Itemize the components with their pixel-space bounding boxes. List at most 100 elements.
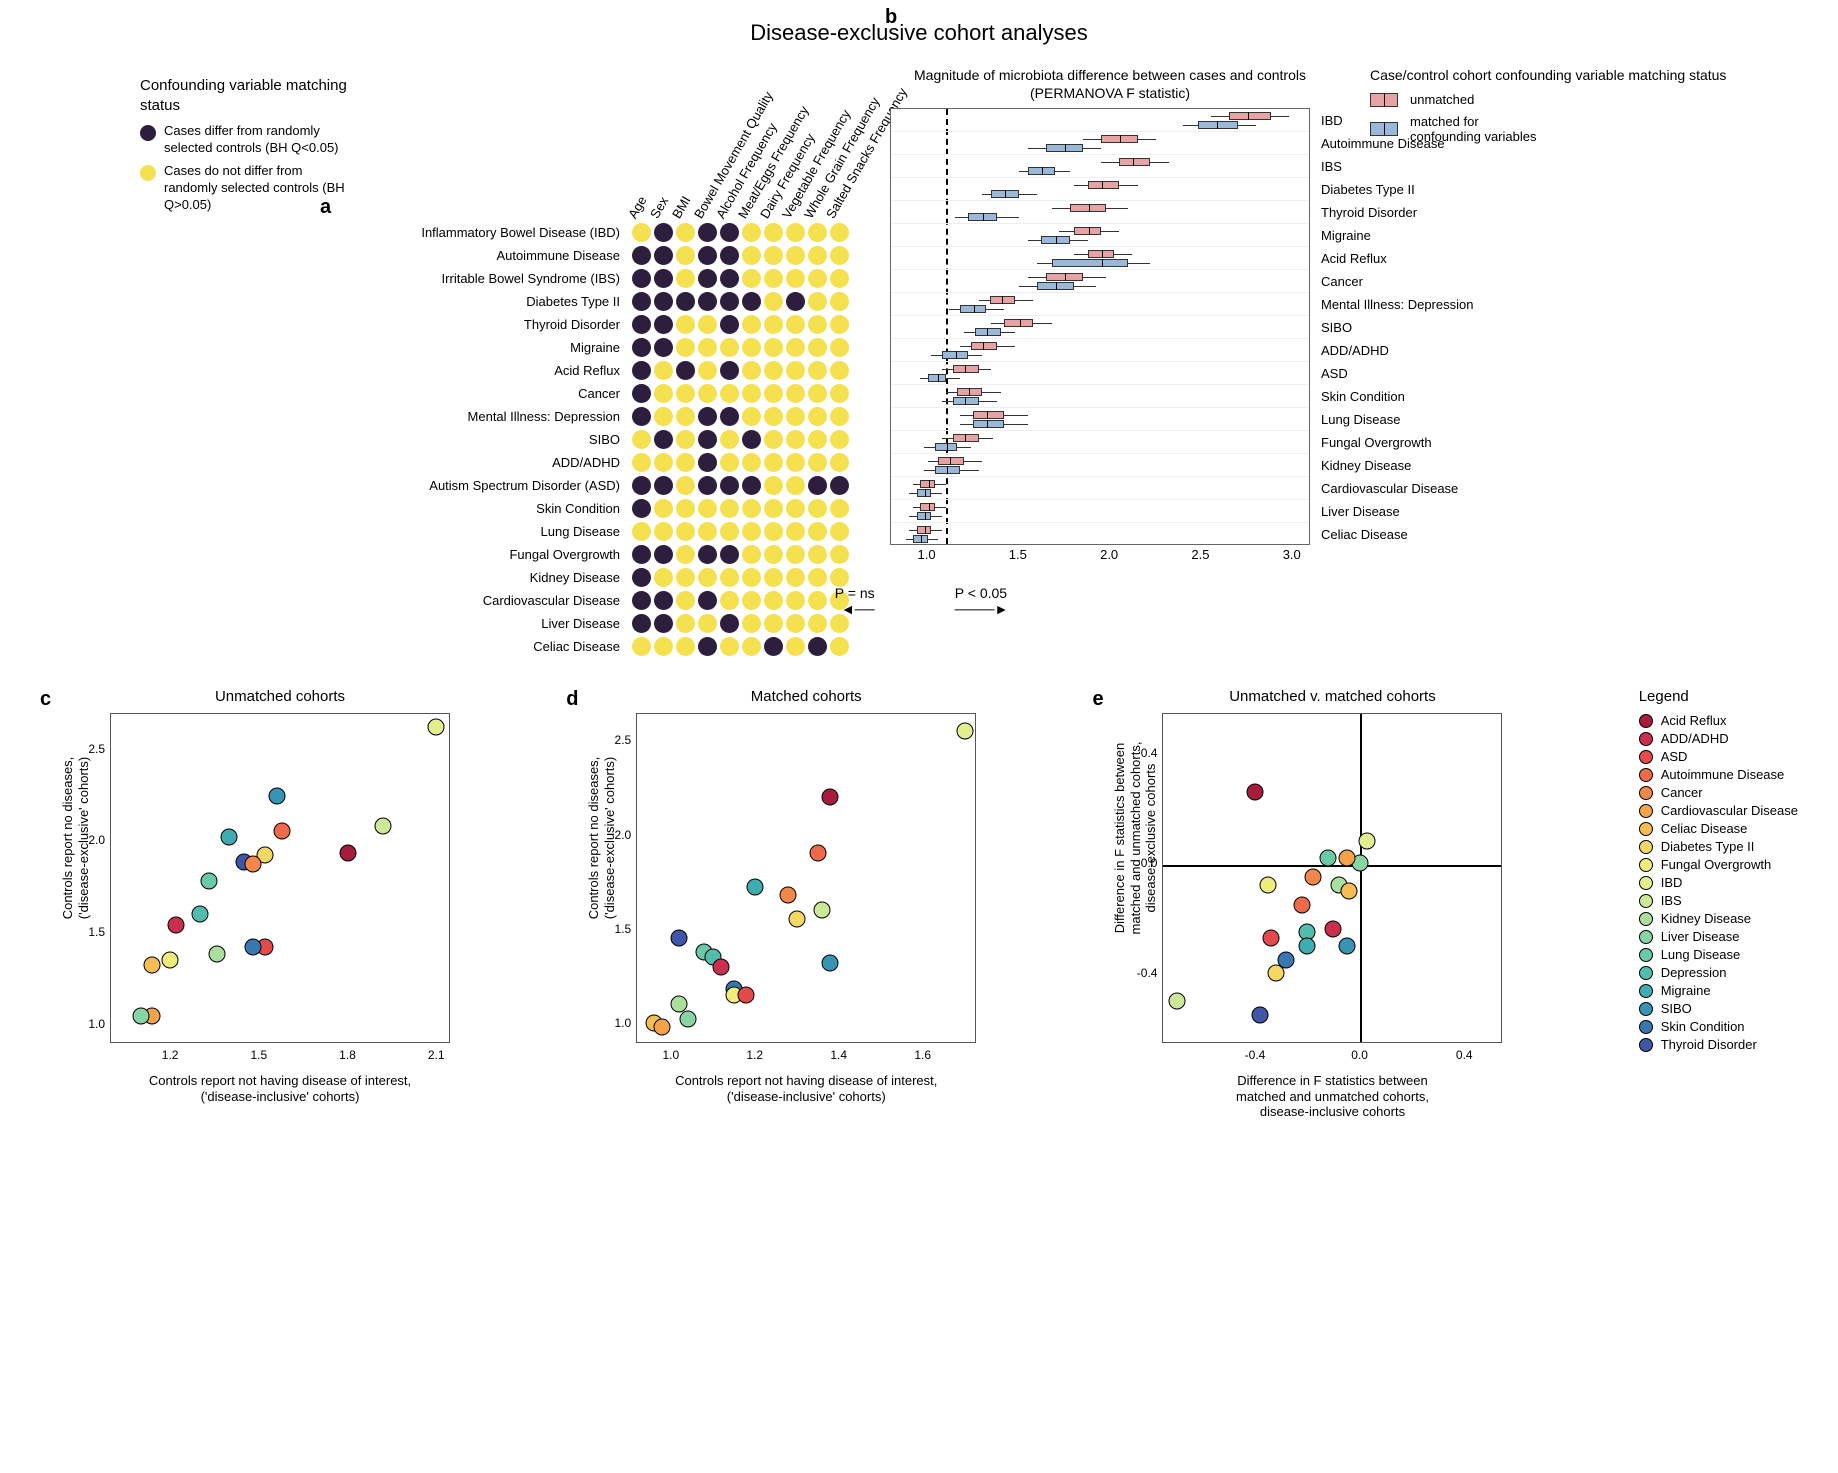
dot-row (630, 428, 850, 451)
legend-item: Depression (1639, 965, 1798, 980)
panel-e: eUnmatched v. matched cohorts-0.40.00.4-… (1092, 688, 1522, 1120)
dot-icon (1639, 1038, 1653, 1052)
dot-icon (830, 499, 849, 518)
dot-icon (698, 315, 717, 334)
dot-icon (676, 545, 695, 564)
boxplot-box (1028, 167, 1055, 175)
dot-cell (740, 429, 762, 451)
dot-icon (676, 614, 695, 633)
dot-cell (718, 360, 740, 382)
dot-icon (676, 568, 695, 587)
dot-cell (762, 521, 784, 543)
dot-cell (674, 383, 696, 405)
dot-icon (808, 453, 827, 472)
legend-text: SIBO (1661, 1001, 1692, 1016)
dot-icon (1639, 840, 1653, 854)
panel-c: cUnmatched cohorts1.01.52.02.51.21.51.82… (40, 688, 470, 1104)
dot-icon (720, 269, 739, 288)
boxplot-box (917, 489, 932, 497)
axis-tick: 2.5 (615, 733, 638, 747)
dot-cell (674, 452, 696, 474)
dot-icon (830, 338, 849, 357)
axis-tick: 1.2 (746, 1042, 763, 1062)
dot-icon (654, 499, 673, 518)
dot-icon (654, 591, 673, 610)
scatter-point (1299, 937, 1316, 954)
dot-cell (762, 452, 784, 474)
panel-b-xaxis: 1.01.52.02.53.0 (890, 545, 1310, 585)
dot-cell (652, 406, 674, 428)
dot-icon (808, 499, 827, 518)
dot-cell (652, 360, 674, 382)
dot-icon (764, 384, 783, 403)
dot-cell (696, 521, 718, 543)
y-axis-label: Controls report no diseases,('disease-ex… (586, 673, 617, 1003)
dot-row (630, 290, 850, 313)
dot-row (630, 566, 850, 589)
b-row-label: Fungal Overgrowth (1321, 431, 1473, 454)
panel-label: d (566, 688, 578, 711)
dot-icon (764, 637, 783, 656)
dot-icon (764, 292, 783, 311)
dot-icon (676, 591, 695, 610)
dot-icon (808, 591, 827, 610)
column-header: Age (625, 193, 650, 221)
dot-cell (718, 383, 740, 405)
scatter-title: Unmatched cohorts (110, 688, 450, 705)
dot-icon (698, 407, 717, 426)
dot-icon (720, 361, 739, 380)
dot-icon (786, 407, 805, 426)
boxplot-box (1101, 135, 1138, 143)
row-label: Lung Disease (370, 520, 620, 543)
dot-icon (676, 292, 695, 311)
dot-row (630, 405, 850, 428)
dot-icon (1639, 1002, 1653, 1016)
boxplot-box (953, 434, 979, 442)
dot-cell (806, 452, 828, 474)
axis-tick: 1.5 (88, 925, 111, 939)
dot-icon (698, 545, 717, 564)
dot-cell (762, 429, 784, 451)
legend-item: Celiac Disease (1639, 821, 1798, 836)
dot-cell (806, 406, 828, 428)
scatter-point (713, 958, 730, 975)
dot-icon (808, 269, 827, 288)
dot-cell (718, 613, 740, 635)
box-row (891, 247, 1309, 270)
dot-cell (652, 314, 674, 336)
dot-icon (764, 246, 783, 265)
boxplot-box (1070, 204, 1107, 212)
scatter-point (274, 823, 291, 840)
dot-cell (696, 498, 718, 520)
dot-cell (674, 222, 696, 244)
dot-cell (784, 268, 806, 290)
dot-cell (828, 337, 850, 359)
dot-icon (654, 430, 673, 449)
dot-icon (742, 614, 761, 633)
dot-cell (696, 452, 718, 474)
dot-icon (786, 637, 805, 656)
legend-item: Cancer (1639, 785, 1798, 800)
dot-cell (652, 383, 674, 405)
dot-cell (784, 636, 806, 658)
dot-cell (630, 314, 652, 336)
scatter-point (780, 886, 797, 903)
dot-icon (720, 292, 739, 311)
b-row-label: SIBO (1321, 316, 1473, 339)
dot-cell (674, 291, 696, 313)
dot-cell (718, 452, 740, 474)
dot-cell (784, 567, 806, 589)
scatter-point (268, 788, 285, 805)
dot-icon (1639, 966, 1653, 980)
row-label: Thyroid Disorder (370, 313, 620, 336)
box-row (891, 316, 1309, 339)
dot-row (630, 221, 850, 244)
legend-text: Celiac Disease (1661, 821, 1748, 836)
dot-icon (632, 453, 651, 472)
dot-cell (696, 544, 718, 566)
dot-icon (676, 522, 695, 541)
scatter-point (813, 902, 830, 919)
dot-icon (742, 568, 761, 587)
dot-cell (652, 245, 674, 267)
b-row-label: ADD/ADHD (1321, 339, 1473, 362)
